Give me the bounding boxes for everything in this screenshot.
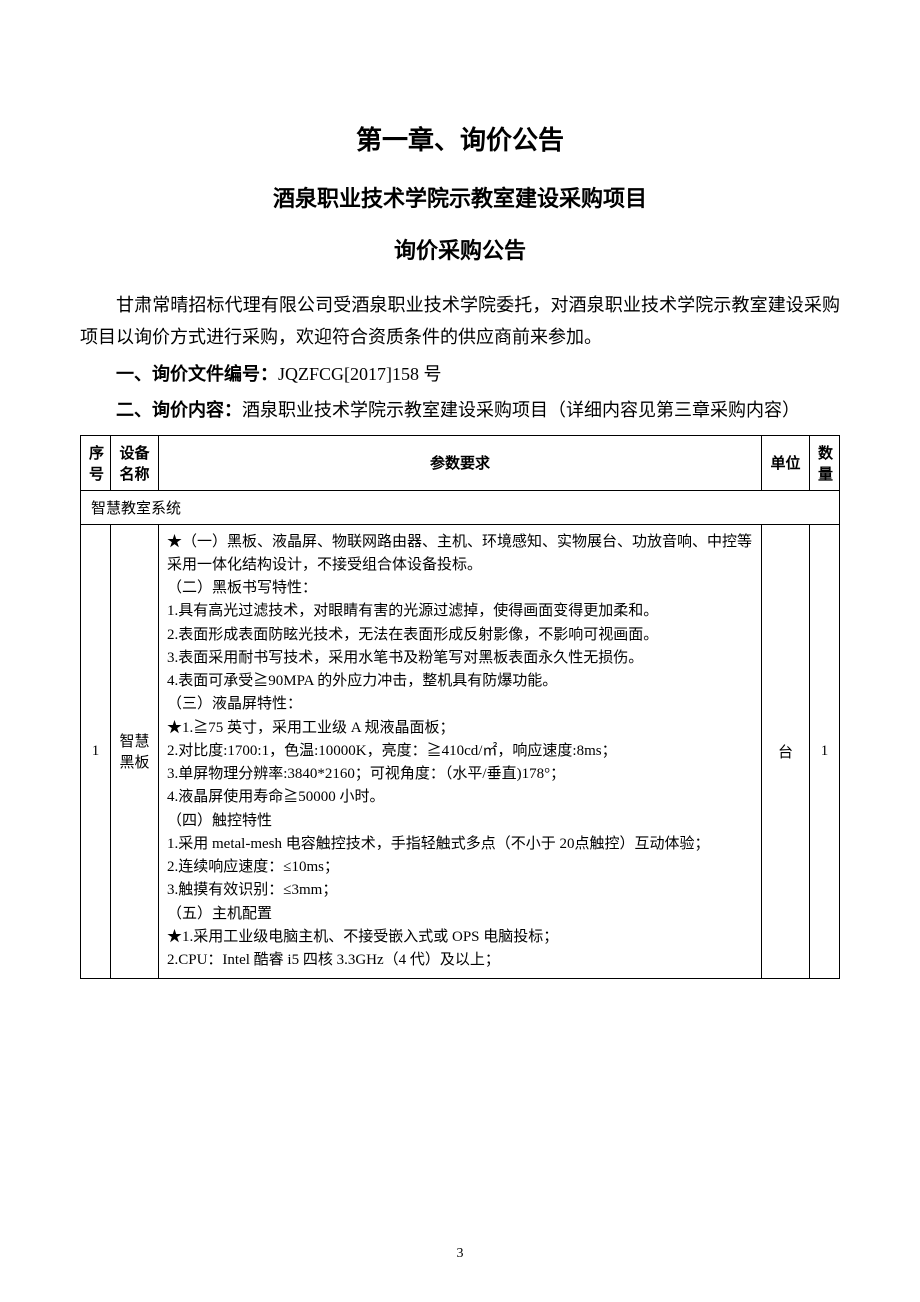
announcement-subtitle: 询价采购公告 — [80, 233, 840, 265]
th-qty: 数量 — [810, 435, 840, 490]
section-title-cell: 智慧教室系统 — [81, 490, 840, 524]
th-spec: 参数要求 — [159, 435, 762, 490]
equipment-table: 序号 设备名称 参数要求 单位 数量 智慧教室系统 1 智慧黑板 ★（一）黑板、… — [80, 435, 840, 980]
page-number: 3 — [0, 1246, 920, 1262]
cell-name: 智慧黑板 — [111, 524, 159, 979]
th-unit: 单位 — [762, 435, 810, 490]
intro-paragraph: 甘肃常晴招标代理有限公司受酒泉职业技术学院委托，对酒泉职业技术学院示教室建设采购… — [80, 289, 840, 354]
inquiry-content-line: 二、询价内容：酒泉职业技术学院示教室建设采购项目（详细内容见第三章采购内容） — [80, 394, 840, 426]
chapter-title: 第一章、询价公告 — [80, 120, 840, 157]
th-index: 序号 — [81, 435, 111, 490]
cell-index: 1 — [81, 524, 111, 979]
doc-number-value: JQZFCG[2017]158 号 — [278, 364, 442, 384]
doc-number-line: 一、询价文件编号：JQZFCG[2017]158 号 — [80, 358, 840, 390]
cell-spec: ★（一）黑板、液晶屏、物联网路由器、主机、环境感知、实物展台、功放音响、中控等采… — [159, 524, 762, 979]
table-row: 1 智慧黑板 ★（一）黑板、液晶屏、物联网路由器、主机、环境感知、实物展台、功放… — [81, 524, 840, 979]
table-section-row: 智慧教室系统 — [81, 490, 840, 524]
th-name: 设备名称 — [111, 435, 159, 490]
inquiry-content-value: 酒泉职业技术学院示教室建设采购项目（详细内容见第三章采购内容） — [242, 400, 800, 420]
cell-qty: 1 — [810, 524, 840, 979]
doc-number-label: 一、询价文件编号： — [116, 364, 278, 384]
inquiry-content-label: 二、询价内容： — [116, 400, 242, 420]
table-header-row: 序号 设备名称 参数要求 单位 数量 — [81, 435, 840, 490]
cell-unit: 台 — [762, 524, 810, 979]
spec-text: ★（一）黑板、液晶屏、物联网路由器、主机、环境感知、实物展台、功放音响、中控等采… — [167, 531, 753, 973]
project-title: 酒泉职业技术学院示教室建设采购项目 — [80, 181, 840, 213]
